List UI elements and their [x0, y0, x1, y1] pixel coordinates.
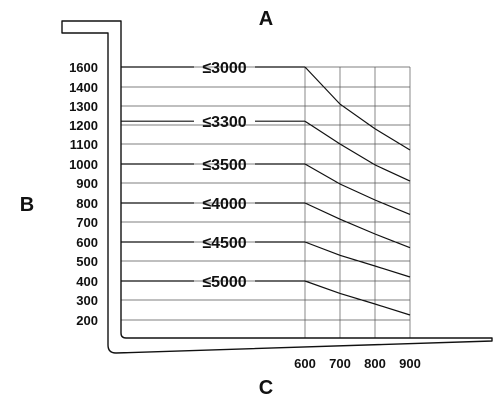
- y-tick-label: 900: [76, 176, 98, 191]
- series-label: ≤3500: [202, 157, 246, 174]
- y-tick-label: 200: [76, 313, 98, 328]
- chart-frame: [61, 20, 493, 354]
- y-tick-label: 300: [76, 293, 98, 308]
- series-line-curve: [304, 241, 411, 278]
- y-axis-label: B: [20, 194, 34, 216]
- y-tick-label: 1600: [69, 60, 98, 75]
- tick-labels: 1600 1400 1300 1200 1100 1000 900 800 700 600 500 4…: [69, 60, 421, 371]
- series-line-curve: [304, 163, 411, 215]
- y-tick-label: 1100: [70, 137, 98, 152]
- x-tick-label: 800: [364, 356, 386, 371]
- series-group: ≤3000 ≤3300 ≤3500 ≤4000 ≤4500 ≤5000: [121, 60, 411, 316]
- axis-titles: A B C: [20, 8, 273, 399]
- y-tick-label: 400: [76, 274, 98, 289]
- series-label: ≤4500: [202, 235, 246, 252]
- y-tick-label: 700: [76, 215, 98, 230]
- x-tick-label: 700: [329, 356, 351, 371]
- series-label: ≤5000: [202, 274, 246, 291]
- series-line-curve: [304, 66, 411, 151]
- y-tick-label: 1400: [69, 80, 98, 95]
- series-label: ≤4000: [202, 196, 246, 213]
- y-tick-label: 1300: [69, 99, 98, 114]
- series-line-curve: [304, 120, 411, 182]
- y-tick-label: 600: [76, 235, 98, 250]
- chart-title: A: [259, 8, 273, 30]
- series-label: ≤3000: [202, 60, 246, 77]
- x-tick-label: 900: [399, 356, 421, 371]
- series-label: ≤3300: [202, 114, 246, 131]
- series-line-curve: [304, 280, 411, 316]
- axis-frame: [61, 20, 493, 354]
- y-tick-label: 1200: [69, 118, 98, 133]
- y-tick-label: 1000: [69, 157, 98, 172]
- y-tick-label: 500: [76, 254, 98, 269]
- y-tick-label: 800: [76, 196, 98, 211]
- x-tick-label: 600: [294, 356, 316, 371]
- x-axis-label: C: [259, 377, 273, 399]
- series-line-curve: [304, 202, 411, 249]
